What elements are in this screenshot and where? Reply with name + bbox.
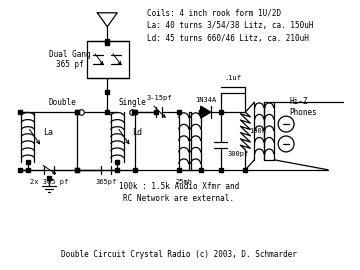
Text: Single: Single [118,98,146,107]
Text: 3-15pf: 3-15pf [146,95,172,101]
Text: La: La [43,127,53,137]
Text: 25mh: 25mh [175,179,192,185]
Text: Coils: 4 inch rook form 1U/2D
La: 40 turns 3/54/38 Litz, ca. 150uH
Ld: 45 turns : Coils: 4 inch rook form 1U/2D La: 40 tur… [147,9,314,43]
Bar [87,40,129,78]
Polygon shape [201,106,211,118]
Text: .1uf: .1uf [225,75,242,81]
Text: 1N34A: 1N34A [195,97,216,103]
Text: 300pf: 300pf [228,151,249,157]
Text: Ld: Ld [132,127,142,137]
Text: Hi-Z
Phones: Hi-Z Phones [289,97,317,117]
Text: 100k : 1.5k Audio Xfmr and
RC Network are external.: 100k : 1.5k Audio Xfmr and RC Network ar… [119,182,239,203]
Text: 100k: 100k [249,128,266,134]
Text: 2x 365 pf: 2x 365 pf [30,179,68,185]
Text: 365pf: 365pf [96,179,117,185]
Text: Double Circuit Crystal Radio (c) 2003, D. Schmarder: Double Circuit Crystal Radio (c) 2003, D… [61,250,297,259]
Text: Double: Double [49,98,76,107]
Text: Dual Gang
365 pf: Dual Gang 365 pf [49,50,90,69]
